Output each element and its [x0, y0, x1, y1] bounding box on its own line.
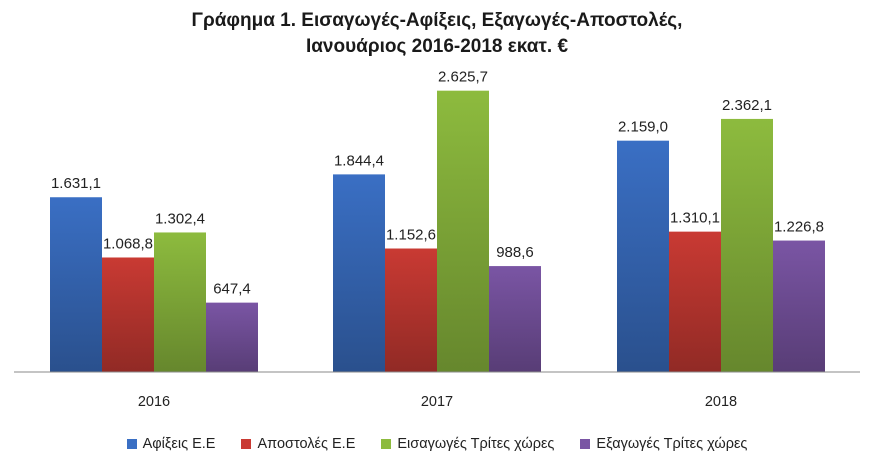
bar-2017-series-3: [437, 90, 489, 373]
data-label: 1.226,8: [774, 219, 824, 236]
data-label: 647,4: [213, 281, 251, 298]
bar-2017-series-4: [489, 266, 541, 372]
bar-2017-series-2: [385, 248, 437, 372]
x-tick-label: 2017: [421, 394, 453, 410]
bar-2018-series-4: [773, 240, 825, 372]
legend-label: Αποστολές Ε.Ε: [257, 436, 356, 452]
data-label: 1.310,1: [670, 210, 720, 227]
data-label: 2.625,7: [438, 69, 488, 86]
legend-item: Αποστολές Ε.Ε: [241, 436, 355, 452]
x-tick-label: 2016: [138, 394, 170, 410]
legend-swatch: [580, 439, 591, 449]
legend-label: Εξαγωγές Τρίτες χώρες: [596, 436, 748, 452]
legend-label: Εισαγωγές Τρίτες χώρες: [397, 436, 555, 452]
legend: Αφίξεις Ε.Ε Αποστολές Ε.Ε Εισαγωγές Τρίτες…: [0, 436, 874, 452]
legend-swatch: [126, 439, 137, 449]
bar-2016-series-3: [154, 232, 206, 372]
bar-2018-series-2: [669, 231, 721, 372]
legend-item: Εισαγωγές Τρίτες χώρες: [381, 436, 554, 452]
data-label: 2.159,0: [618, 119, 668, 136]
bar-2016-series-2: [102, 257, 154, 372]
data-label: 2.362,1: [722, 97, 772, 114]
data-label: 988,6: [496, 244, 534, 261]
bar-2018-series-1: [617, 140, 669, 372]
legend-item: Εξαγωγές Τρίτες χώρες: [580, 436, 747, 452]
bar-2016-series-4: [206, 302, 258, 372]
chart-title: Γράφημα 1. Εισαγωγές-Αφίξεις, Εξαγωγές-Α…: [191, 10, 683, 31]
bar-2018-series-3: [721, 118, 773, 373]
legend-swatch: [241, 439, 252, 449]
data-label: 1.068,8: [103, 235, 153, 252]
x-tick-label: 2018: [705, 394, 737, 410]
chart-subtitle: Ιανουάριος 2016-2018 εκατ. €: [305, 36, 569, 57]
legend-label: Αφίξεις Ε.Ε: [142, 436, 216, 452]
bar-2016-series-1: [50, 197, 102, 372]
data-label: 1.302,4: [155, 210, 205, 227]
plot-area: 1.631,1 1.068,81.302,4 647,4 2016 1.844,4 1.1…: [14, 69, 860, 410]
legend-item: Αφίξεις Ε.Ε: [126, 436, 216, 452]
data-label: 1.152,6: [386, 227, 436, 244]
data-label: 1.844,4: [334, 152, 384, 169]
legend-swatch: [381, 439, 392, 449]
bar-2017-series-1: [333, 174, 385, 372]
data-label: 1.631,1: [51, 175, 101, 192]
